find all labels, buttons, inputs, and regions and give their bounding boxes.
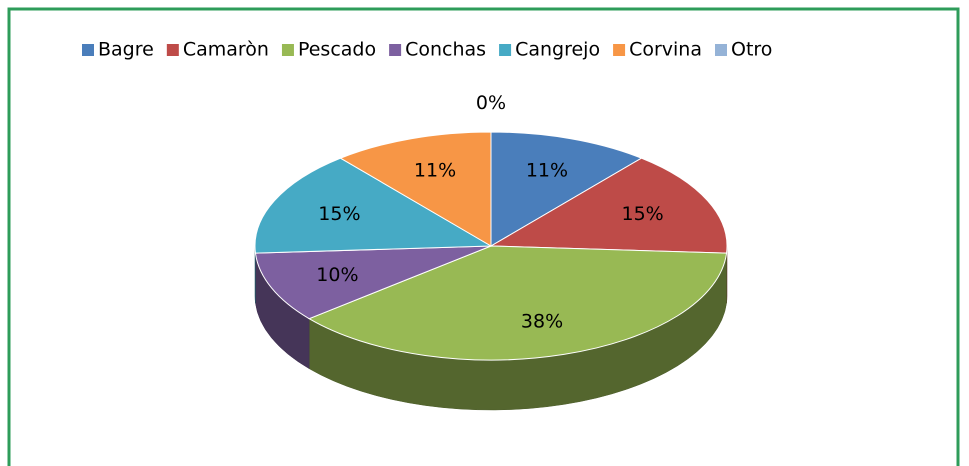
pie-slice xyxy=(339,131,492,247)
legend-swatch xyxy=(715,44,727,56)
pie-sides xyxy=(254,245,728,411)
data-label: 15% xyxy=(318,203,360,225)
data-label: 11% xyxy=(526,159,568,181)
pie-slice xyxy=(308,245,728,361)
data-label: 11% xyxy=(414,159,456,181)
legend-swatch xyxy=(281,44,294,56)
legend-swatch xyxy=(499,44,512,56)
legend-label: Bagre xyxy=(98,39,154,61)
data-label: 10% xyxy=(316,264,358,286)
pie-slice xyxy=(489,157,728,254)
legend: Bagre Camaròn Pescado Conchas Cangrejo Corvin… xyxy=(82,39,772,61)
legend-label: Conchas xyxy=(405,39,486,61)
legend-swatch xyxy=(389,44,402,56)
legend-swatch xyxy=(166,44,179,56)
legend-swatch xyxy=(82,44,94,56)
data-label: 38% xyxy=(521,310,563,332)
data-labels: 11% 15% 38% 10% 15% 11% 0% xyxy=(316,92,663,332)
pie-tops xyxy=(254,131,728,361)
legend-swatch xyxy=(613,44,626,56)
legend-label: Corvina xyxy=(629,39,702,61)
data-label: 0% xyxy=(476,92,506,114)
pie-slice xyxy=(254,245,492,320)
frame xyxy=(7,7,960,466)
legend-label: Camaròn xyxy=(183,39,269,61)
pie-slice xyxy=(490,131,643,247)
legend-label: Cangrejo xyxy=(515,39,600,61)
data-label: 15% xyxy=(621,203,663,225)
pie-slice xyxy=(254,157,493,254)
legend-label: Pescado xyxy=(298,39,376,61)
legend-label: Otro xyxy=(731,39,772,61)
